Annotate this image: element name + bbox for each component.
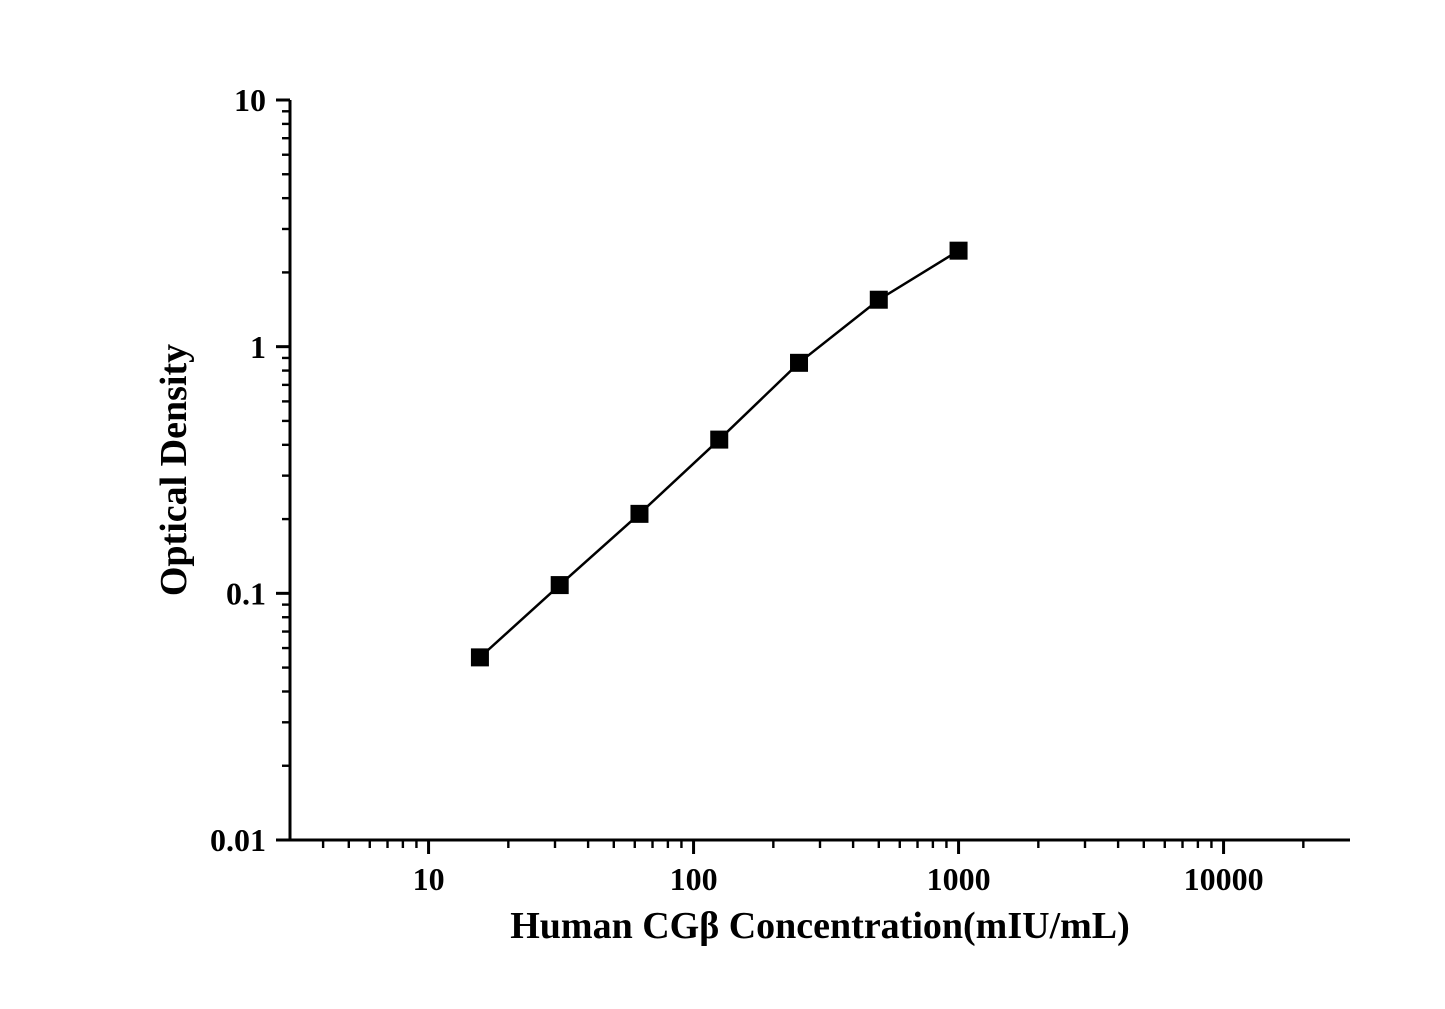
x-tick-label: 1000	[927, 861, 991, 897]
y-axis-title: Optical Density	[153, 344, 195, 596]
y-tick-label: 1	[250, 329, 266, 365]
x-tick-label: 10000	[1184, 861, 1264, 897]
data-point-marker	[471, 648, 489, 666]
data-point-marker	[710, 431, 728, 449]
x-tick-label: 100	[670, 861, 718, 897]
y-tick-label: 0.01	[210, 822, 266, 858]
data-point-marker	[790, 354, 808, 372]
y-tick-label: 0.1	[226, 576, 266, 612]
chart-svg: 10 100 1000 10000 0.01 0.1 1 10 Human CGβ Concen…	[0, 0, 1445, 1009]
data-point-marker	[630, 505, 648, 523]
data-point-marker	[551, 576, 569, 594]
x-tick-label: 10	[413, 861, 445, 897]
data-point-marker	[870, 291, 888, 309]
chart-container: 10 100 1000 10000 0.01 0.1 1 10 Human CGβ Concen…	[0, 0, 1445, 1009]
data-point-marker	[950, 242, 968, 260]
y-tick-label: 10	[234, 82, 266, 118]
x-axis-title: Human CGβ Concentration(mIU/mL)	[510, 905, 1130, 947]
